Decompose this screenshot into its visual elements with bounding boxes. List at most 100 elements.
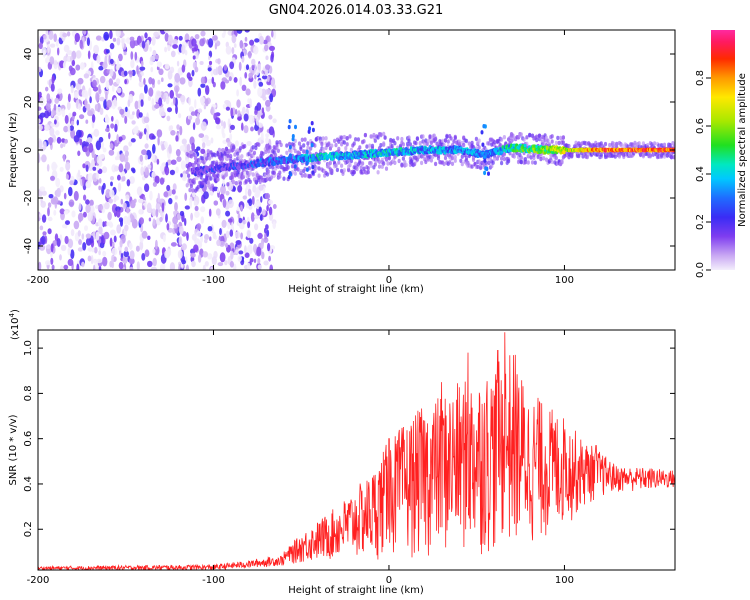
noise-cell [70,55,73,62]
noise-cell [55,106,62,117]
noise-cell [152,218,156,226]
noise-cell [127,99,131,107]
halo-cell [376,170,380,175]
noise-cell [132,111,135,116]
noise-cell [118,136,123,142]
spike-cell [482,124,486,129]
noise-cell [67,124,71,133]
halo-cell [445,134,449,139]
noise-cell [272,221,277,229]
colorbar-tick-label: 0.4 [695,166,706,182]
noise-cell [42,231,47,236]
noise-cell [197,108,203,113]
noise-cell [233,77,238,83]
noise-cell [73,220,80,230]
noise-cell [68,186,73,197]
halo-cell [230,171,234,177]
noise-cell [235,231,241,239]
spike-cell [287,124,291,130]
noise-cell [129,213,133,220]
halo-cell [556,135,560,141]
noise-cell [57,88,63,94]
halo-cell [325,172,330,177]
noise-cell [138,209,143,215]
halo-cell [342,140,346,145]
noise-cell [178,35,183,41]
halo-cell [309,146,313,151]
noise-cell [152,257,157,267]
noise-cell [179,145,186,152]
noise-cell [54,119,57,125]
noise-cell [108,78,114,86]
noise-cell [47,228,52,235]
noise-cell [38,118,41,124]
noise-cell [174,72,181,83]
noise-cell [196,231,202,237]
halo-cell [244,180,248,185]
spectrogram-cells [38,30,675,270]
noise-cell [161,143,165,151]
snr-x-tick-label: 100 [555,575,574,586]
noise-cell [71,59,76,67]
halo-cell [372,132,376,138]
noise-cell [137,99,141,109]
noise-cell [109,42,115,50]
noise-cell [55,39,59,47]
noise-cell [268,255,271,262]
noise-cell [96,155,103,165]
halo-cell [189,154,193,159]
halo-cell [648,153,653,158]
noise-cell [47,207,50,217]
noise-cell [53,209,57,216]
noise-cell [151,36,156,46]
halo-cell [303,166,307,172]
noise-cell [153,31,160,37]
noise-cell [163,94,166,103]
noise-cell [98,65,104,71]
noise-cell [149,55,156,62]
halo-cell [477,159,481,164]
halo-cell [192,177,196,183]
noise-cell [249,258,254,263]
noise-cell [179,210,185,217]
halo-cell [491,160,495,165]
noise-cell [207,253,213,260]
noise-cell [129,39,136,49]
noise-cell [156,158,160,165]
halo-cell [352,141,356,146]
noise-cell [118,261,124,270]
noise-cell [127,70,134,75]
noise-cell [39,225,44,231]
chart-title: GN04.2026.014.03.33.G21 [269,3,444,18]
noise-cell [134,51,138,61]
noise-cell [264,44,269,52]
halo-cell [369,163,373,168]
halo-cell [588,144,592,149]
noise-cell [211,76,215,84]
noise-cell [261,251,265,260]
noise-cell [250,126,254,132]
noise-cell [51,75,55,84]
halo-cell [613,154,617,159]
halo-cell [362,139,366,144]
noise-cell [242,219,247,224]
halo-cell [550,159,554,165]
noise-cell [239,76,243,87]
noise-cell [115,156,119,161]
noise-cell [60,244,67,252]
track-cell [512,148,516,153]
halo-cell [352,170,356,175]
halo-cell [502,156,506,162]
noise-cell [110,181,113,187]
halo-cell [342,168,346,173]
noise-cell [248,204,253,210]
halo-cell [443,138,448,143]
noise-cell [128,242,133,250]
noise-cell [46,164,50,172]
noise-cell [78,103,81,110]
spectrogram-x-tick-label: -200 [27,275,50,286]
halo-cell [530,160,535,165]
halo-cell [554,140,559,146]
noise-cell [270,53,274,63]
noise-cell [39,212,42,219]
